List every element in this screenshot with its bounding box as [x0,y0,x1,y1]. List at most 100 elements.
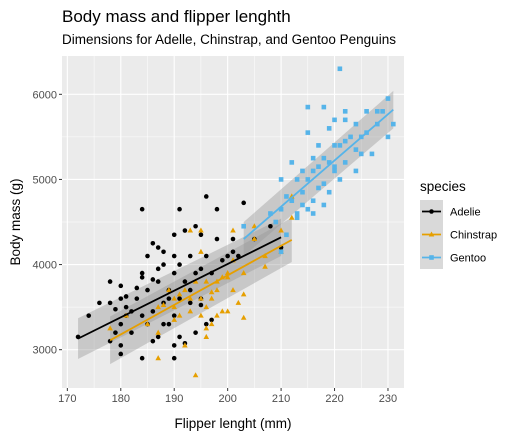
point-adelie [171,253,177,259]
point-gentoo [305,130,311,135]
point-gentoo [358,151,364,157]
point-adelie [107,300,113,306]
point-chinstrap [230,287,236,293]
point-adelie [225,253,230,259]
point-gentoo [284,194,289,199]
point-gentoo [385,134,391,140]
point-gentoo [294,211,300,216]
point-adelie [171,355,177,361]
point-gentoo [332,143,337,148]
point-gentoo [353,147,359,152]
point-adelie [198,232,204,238]
point-chinstrap [230,227,236,233]
legend-label-adelie: Adelie [450,207,481,219]
y-tick-label: 3000 [33,345,57,357]
point-chinstrap [203,304,210,310]
point-adelie [155,266,161,272]
point-gentoo [321,155,327,161]
point-gentoo [326,189,332,195]
trend-adelie [77,236,282,340]
point-chinstrap [288,214,295,220]
point-adelie [177,206,182,212]
point-gentoo [316,185,321,191]
point-gentoo [332,117,337,123]
point-chinstrap [171,295,178,301]
point-adelie [118,343,124,348]
axes: 170 180 190 200 210 220 230 3000 4000 5000 6000 [33,89,398,405]
point-gentoo [321,181,327,186]
point-gentoo [268,211,273,216]
chart-title: Body mass and flipper lenghth [62,7,291,26]
point-adelie [187,253,193,259]
point-gentoo [337,143,343,148]
point-gentoo [369,151,375,157]
x-tick-label: 190 [165,393,183,405]
point-adelie [166,321,172,327]
point-chinstrap [192,278,199,284]
point-chinstrap [107,325,113,331]
point-adelie [123,294,129,299]
point-chinstrap [214,287,220,293]
point-chinstrap [208,321,215,327]
point-adelie [230,249,236,255]
point-chinstrap [235,299,242,305]
point-adelie [139,275,145,280]
legend-label-chinstrap: Chinstrap [450,230,497,242]
legend-marker-chinstrap [428,231,435,237]
x-tick-label: 210 [272,393,290,405]
legend-marker-gentoo [429,255,434,260]
point-chinstrap [187,308,194,314]
point-chinstrap [155,355,161,361]
point-gentoo [284,232,289,238]
point-adelie [171,343,177,348]
point-adelie [129,330,134,335]
point-adelie [187,300,193,306]
grid-minor [62,56,404,388]
point-chinstrap [219,308,226,314]
point-chinstrap [144,321,151,327]
point-adelie [155,279,161,284]
point-chinstrap [251,223,258,229]
point-chinstrap [176,291,183,297]
point-gentoo [337,66,343,72]
point-gentoo [321,104,327,110]
point-gentoo [337,177,343,182]
chart-subtitle: Dimensions for Adelle, Chinstrap, and Ge… [62,32,396,47]
legend-label-gentoo: Gentoo [450,253,486,265]
point-adelie [113,330,118,335]
point-adelie [155,245,161,250]
point-chinstrap [262,263,268,269]
point-gentoo [342,160,348,165]
point-gentoo [300,189,305,195]
point-adelie [187,287,193,293]
point-adelie [177,334,182,340]
point-adelie [177,296,182,301]
point-adelie [161,249,166,255]
point-adelie [203,321,209,327]
point-gentoo [374,109,380,114]
point-gentoo [300,168,305,174]
point-adelie [193,330,198,335]
point-adelie [193,270,198,276]
x-tick-label: 170 [58,393,76,405]
point-chinstrap [171,316,178,322]
point-chinstrap [214,312,220,318]
point-chinstrap [208,289,215,295]
point-chinstrap [198,248,204,254]
point-gentoo [391,121,396,127]
y-tick-label: 4000 [33,260,57,272]
point-adelie [118,296,124,301]
point-chinstrap [240,270,247,276]
point-gentoo [310,168,316,174]
point-chinstrap [182,287,188,293]
point-chinstrap [224,308,231,314]
point-adelie [139,355,145,361]
legend-title: species [420,179,466,194]
point-adelie [203,253,209,259]
legend: species Adelie Chinstrap Gentoo [420,179,497,269]
point-adelie [107,279,113,284]
point-gentoo [241,223,246,229]
point-chinstrap [155,329,161,335]
point-chinstrap [171,304,178,310]
